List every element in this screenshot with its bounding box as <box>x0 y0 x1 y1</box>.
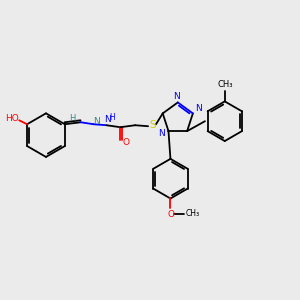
Text: H: H <box>110 113 115 122</box>
Text: N: N <box>104 115 111 124</box>
Text: N: N <box>195 104 202 113</box>
Text: S: S <box>150 120 156 130</box>
Text: HO: HO <box>5 114 19 123</box>
Text: H: H <box>70 114 76 123</box>
Text: N: N <box>158 129 165 138</box>
Text: N: N <box>93 117 100 126</box>
Text: CH₃: CH₃ <box>185 209 199 218</box>
Text: O: O <box>168 210 175 219</box>
Text: CH₃: CH₃ <box>218 80 233 89</box>
Text: N: N <box>173 92 180 101</box>
Text: O: O <box>123 138 130 147</box>
